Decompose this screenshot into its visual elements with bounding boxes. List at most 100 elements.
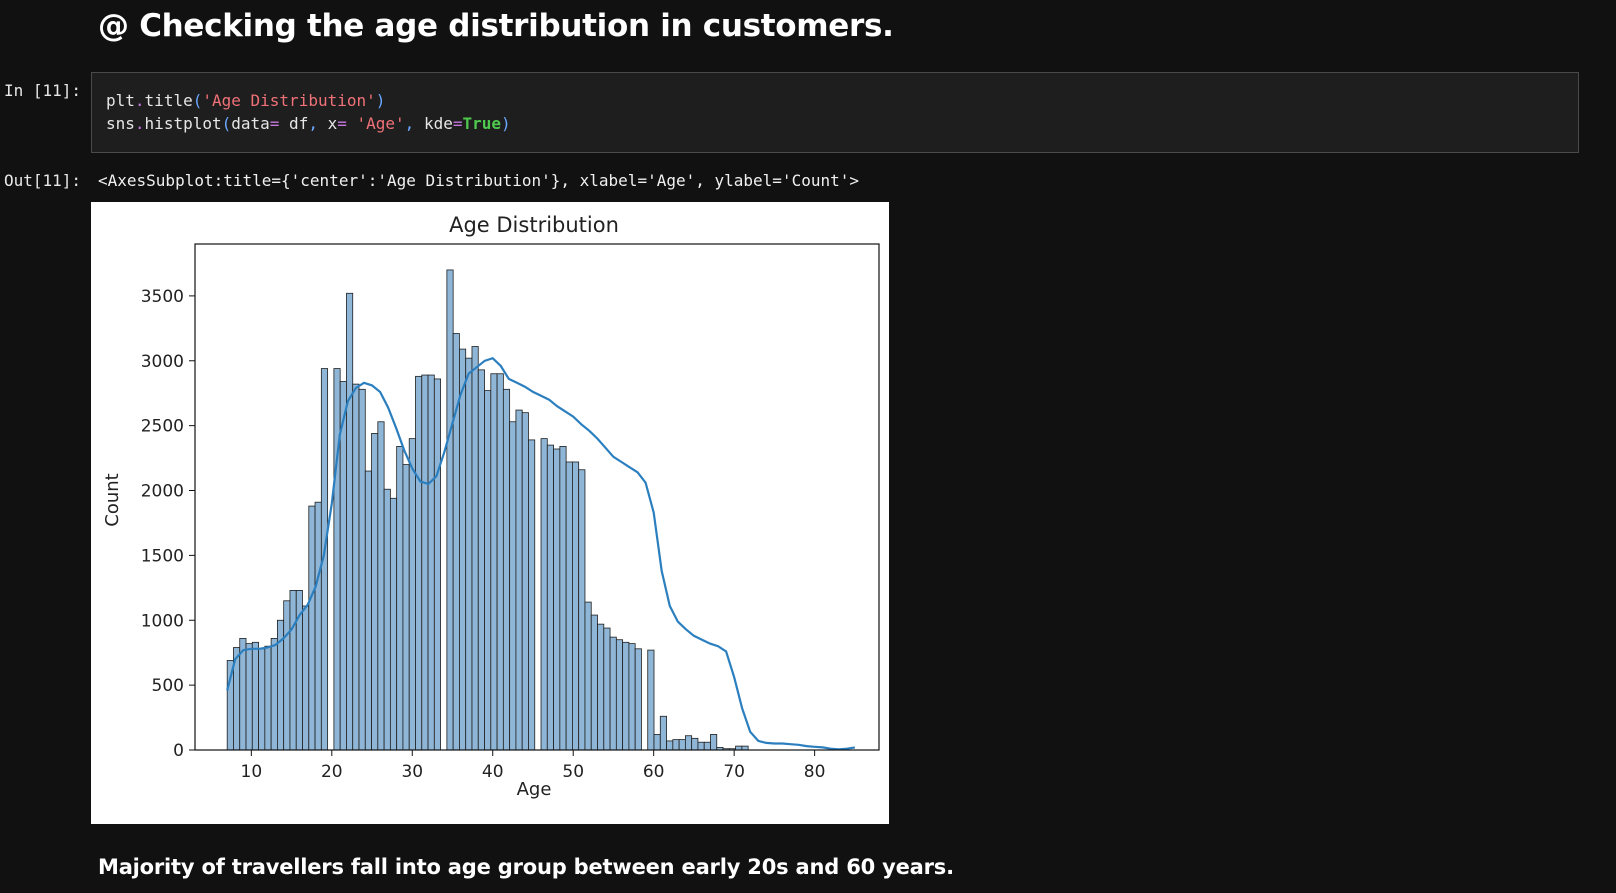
histogram-bar [490, 373, 498, 751]
chart-title: Age Distribution [449, 213, 619, 237]
histogram-bar [496, 373, 504, 751]
histogram-bar [521, 412, 529, 751]
code-token: x [317, 114, 338, 133]
code-token: 'Age Distribution' [202, 91, 376, 110]
y-tick-label: 1500 [141, 546, 184, 566]
histogram-bar [270, 638, 278, 751]
histogram-bar [415, 375, 423, 751]
x-tick-label: 70 [723, 762, 745, 782]
histogram-bar [672, 739, 680, 751]
y-tick-label: 3000 [141, 352, 184, 372]
y-tick-label: 2500 [141, 417, 184, 437]
code-line-2[interactable]: sns.histplot(data= df, x= 'Age', kde=Tru… [106, 114, 511, 133]
histogram-bar [433, 378, 442, 751]
x-tick-label: 20 [321, 762, 343, 782]
histogram-bar [628, 643, 636, 751]
histogram-bar [465, 357, 473, 751]
y-axis-label: Count [102, 473, 123, 526]
histogram-bar [622, 641, 630, 751]
histogram-bar [502, 388, 511, 751]
histogram-bar [308, 505, 316, 751]
histogram-bar [383, 488, 391, 751]
code-token: = [452, 114, 463, 133]
code-token: = [269, 114, 280, 133]
code-token: , [404, 114, 415, 133]
histogram-bar [528, 439, 536, 751]
histogram-bar [710, 734, 718, 751]
code-token: ) [501, 114, 511, 133]
histogram-bar [515, 409, 523, 751]
histogram-bar [427, 374, 435, 751]
y-tick-label: 2000 [141, 482, 184, 502]
code-token: df [279, 114, 309, 133]
output-prompt: Out[11]: [4, 171, 82, 190]
y-tick-label: 3500 [141, 287, 184, 307]
histogram-bar [421, 374, 429, 751]
histogram-chart: Age Distribution 10 20 30 40 50 60 70 80 0 500 10… [102, 213, 880, 800]
plot-frame [194, 243, 880, 751]
code-token: kde [414, 114, 453, 133]
histogram-bar [377, 421, 385, 751]
histogram-bar [546, 444, 554, 751]
histogram-bar [371, 433, 379, 751]
histogram-bar [239, 638, 247, 751]
histogram-bar [446, 269, 454, 751]
histogram-bar [459, 348, 467, 751]
histogram-bar [703, 741, 711, 751]
histogram-bar [283, 600, 291, 751]
histogram-bar [678, 739, 686, 751]
histogram-bar [697, 741, 705, 751]
histogram-bar [346, 292, 354, 751]
code-token: ) [375, 91, 386, 110]
histogram-bar [302, 605, 310, 751]
code-token: . [134, 114, 145, 133]
code-token: data [231, 114, 270, 133]
histogram-bar [408, 438, 416, 751]
section-heading: @ Checking the age distribution in custo… [98, 8, 894, 44]
histogram-bar [396, 445, 404, 751]
histogram-bar [615, 639, 624, 751]
x-tick-label: 60 [643, 762, 665, 782]
code-token: ( [192, 91, 203, 110]
code-token: title [144, 91, 193, 110]
histogram-bar [314, 501, 322, 751]
histogram-bar [634, 648, 642, 751]
x-axis-label: Age [517, 779, 552, 800]
histogram-bar [653, 734, 661, 751]
histogram-bar [402, 464, 410, 751]
histogram-bar [358, 388, 366, 751]
y-tick-label: 1000 [141, 611, 184, 631]
histogram-bar [659, 715, 667, 751]
histogram-bar [264, 645, 272, 751]
histogram-bar [364, 470, 372, 751]
code-token: True [462, 114, 502, 133]
histogram-bar [684, 735, 693, 751]
histogram-bar [553, 448, 561, 751]
histogram-figure: Age Distribution 10 20 30 40 50 60 70 80 0 500 10… [91, 202, 889, 824]
histogram-bar [339, 381, 347, 751]
histogram-bar [452, 333, 460, 751]
y-tick-label: 500 [152, 676, 184, 696]
code-token: histplot [144, 114, 222, 133]
x-tick-label: 40 [482, 762, 504, 782]
histogram-bar [647, 649, 655, 751]
kde-curve [226, 356, 856, 751]
histogram-bar [590, 614, 598, 751]
histogram-bar [691, 737, 699, 751]
histogram-bar [609, 636, 617, 751]
y-tick-label: 0 [173, 741, 184, 761]
code-line-1[interactable]: plt.title('Age Distribution') [106, 91, 385, 110]
histogram-bar [666, 740, 674, 751]
markdown-note: Majority of travellers fall into age gro… [98, 855, 954, 879]
histogram-bar [578, 469, 586, 751]
histogram-bar [584, 601, 592, 751]
histogram-bar [565, 461, 573, 751]
histogram-bar [597, 623, 605, 751]
histogram-bar [559, 445, 567, 751]
histogram-bar [352, 383, 360, 751]
code-cell[interactable]: plt.title('Age Distribution') sns.histpl… [91, 72, 1579, 153]
histogram-bar [389, 497, 398, 751]
output-repr-text: <AxesSubplot:title={'center':'Age Distri… [98, 171, 859, 190]
histogram-bar [509, 421, 517, 751]
histogram-bar [245, 643, 253, 751]
